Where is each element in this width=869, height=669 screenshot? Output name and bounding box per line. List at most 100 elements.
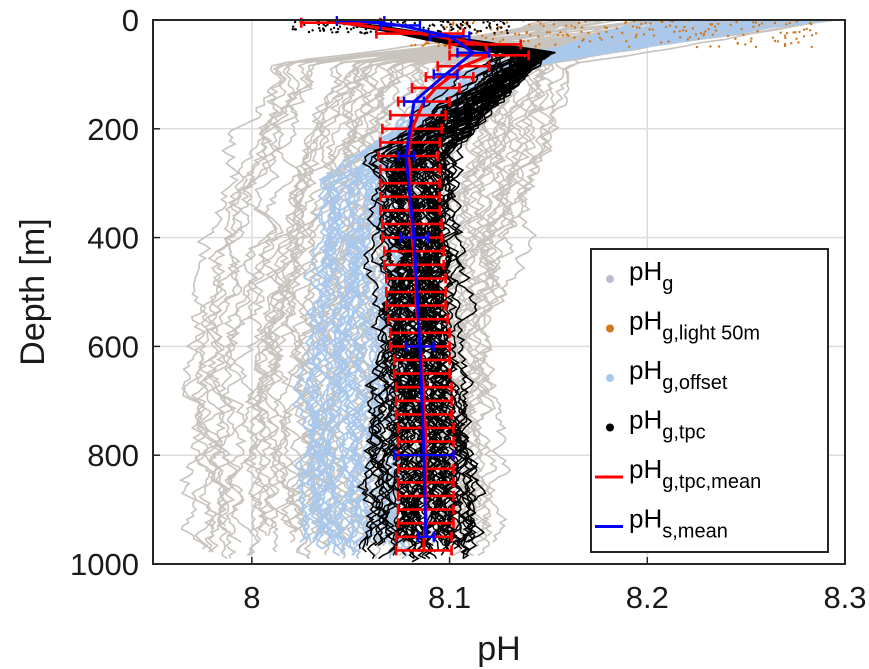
ph-g-light-dot xyxy=(651,28,654,31)
ph-g-light-dot xyxy=(556,33,560,37)
ph-g-light-dot xyxy=(615,27,618,30)
ph-g-tpc-dot xyxy=(479,29,482,33)
ph-g-tpc-dot xyxy=(458,27,462,30)
legend-box xyxy=(590,248,829,553)
ph-g-tpc-dot xyxy=(436,29,440,33)
ph-g-light-dot xyxy=(580,30,583,33)
ph-g-light-dot xyxy=(810,45,813,49)
ph-g-light-dot xyxy=(714,29,718,32)
ph-g-tpc-dot xyxy=(329,28,333,31)
ph-g-tpc-dot xyxy=(496,27,499,30)
ph-g-light-dot xyxy=(773,21,777,25)
ph-g-light-dot xyxy=(410,44,413,47)
y-tick-label: 400 xyxy=(87,221,139,256)
ph-g-tpc-dot xyxy=(466,22,469,26)
ph-g-light-dot xyxy=(451,23,454,26)
ph-g-light-dot xyxy=(603,26,607,29)
ph-g-light-dot xyxy=(713,25,717,28)
ph-g-tpc-dot xyxy=(500,26,503,29)
ph-g-tpc-dot xyxy=(488,24,491,27)
ph-g-light-dot xyxy=(628,45,631,48)
ph-g-light-dot xyxy=(734,37,737,41)
ph-g-light-dot xyxy=(702,32,706,36)
ph-g-light-dot xyxy=(471,21,475,25)
ph-g-tpc-dot xyxy=(403,20,406,24)
ph-g-profile xyxy=(247,20,621,534)
ph-g-tpc-dot xyxy=(338,25,342,28)
legend-label: pHg,light 50m xyxy=(629,306,760,345)
ph-g-tpc-dot xyxy=(359,31,362,34)
ph-g-light-dot xyxy=(565,24,568,27)
ph-g-tpc-dot xyxy=(493,31,496,35)
ph-g-light-dot xyxy=(421,44,424,48)
ph-g-light-dot xyxy=(423,43,426,46)
ph-g-tpc-dot xyxy=(489,26,492,29)
ph-g-light-dot xyxy=(640,22,643,26)
ph-g-light-dot xyxy=(726,34,730,38)
ph-g-light-dot xyxy=(489,28,492,31)
ph-g-tpc-dot xyxy=(473,28,476,31)
ph-g-light-dot xyxy=(588,40,592,43)
ph-g-tpc-dot xyxy=(413,22,416,25)
ph-g-tpc-dot xyxy=(447,20,450,24)
ph-g-light-dot xyxy=(561,34,565,37)
ph-g-light-dot xyxy=(681,29,685,32)
ph-g-tpc-dot xyxy=(476,30,479,33)
ph-g-light-dot xyxy=(668,24,672,27)
ph-g-light-dot xyxy=(729,23,732,26)
ph-g-profile xyxy=(218,20,760,543)
ph-g-profile xyxy=(473,20,836,543)
ph-g-light-dot xyxy=(624,21,627,25)
ph-g-profile xyxy=(178,20,651,550)
ph-g-light-dot xyxy=(798,30,801,34)
ph-g-light-dot xyxy=(500,31,503,34)
ph-g-tpc-dot xyxy=(457,25,460,29)
ph-g-light-dot xyxy=(709,45,712,48)
legend-label: pHg,tpc,mean xyxy=(629,454,761,493)
ph-g-profile xyxy=(246,20,578,556)
ph-g-light-dot xyxy=(652,34,656,37)
ph-g-light-dot xyxy=(631,25,635,28)
ph-g-tpc-dot xyxy=(319,29,322,32)
ph-g-light-dot xyxy=(802,35,806,38)
ph-g-profile xyxy=(449,20,562,556)
ph-g-light-dot xyxy=(437,44,440,48)
ph-g-light-dot xyxy=(673,30,676,33)
mean-series xyxy=(299,16,530,556)
ph-g-light-dot xyxy=(749,40,753,43)
ph-g-light-dot xyxy=(501,38,505,41)
ph-g-light-dot xyxy=(783,44,787,48)
ph-g-profile xyxy=(190,20,772,553)
ph-g-light-dot xyxy=(752,25,755,28)
ph-g-light-dot xyxy=(539,22,542,25)
ph-g-light-dot xyxy=(694,33,698,36)
ph-g-profile xyxy=(271,20,696,533)
ph-g-light-dot xyxy=(802,28,806,31)
ph-g-light-dot xyxy=(480,34,484,38)
ph-g-light-dot xyxy=(683,25,686,29)
y-tick-label: 800 xyxy=(87,438,139,473)
ph-g-tpc-dot xyxy=(422,26,425,29)
ph-g-tpc-dot xyxy=(332,26,336,30)
ph-g-light-dot xyxy=(795,37,798,40)
ph-g-tpc-dot xyxy=(337,27,340,31)
ph-g-light-dot xyxy=(783,42,787,46)
ph-g-light-dot xyxy=(644,21,647,25)
ph-g-tpc-dot xyxy=(349,28,353,31)
ph-g-tpc-dot xyxy=(495,23,499,26)
ph-g-light-dot xyxy=(542,24,545,27)
legend: pHg pHg,light 50m pHg,offset pHg,tpc pHg,tpc… xyxy=(590,248,829,553)
ph-g-light-dot xyxy=(567,34,570,37)
legend-marker xyxy=(606,374,614,382)
ph-g-light-dot xyxy=(529,33,532,37)
legend-entry: pHs,mean xyxy=(595,504,728,543)
ph-g-tpc-dot xyxy=(470,32,473,35)
ph-g-tpc-dot xyxy=(485,26,488,29)
ph-g-light-dot xyxy=(638,26,641,29)
ph-g-profile xyxy=(459,20,763,537)
ph-g-light-dot xyxy=(752,21,755,24)
ph-g-tpc-dot xyxy=(363,32,366,35)
ph-g-tpc-dot xyxy=(369,30,372,33)
ph-g-light-dot xyxy=(779,31,782,34)
ph-g-light-dot xyxy=(792,31,795,34)
